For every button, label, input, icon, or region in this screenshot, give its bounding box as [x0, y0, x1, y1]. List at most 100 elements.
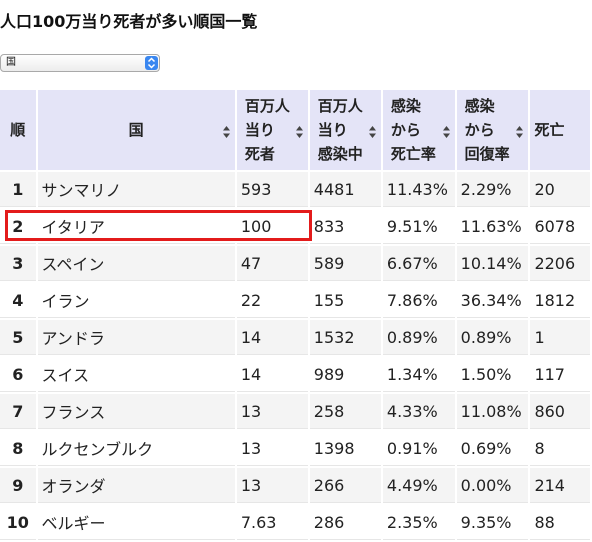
country-cell: アンドラ [37, 320, 235, 355]
sort-arrows-icon[interactable] [222, 126, 230, 138]
deaths-per-million-cell: 13 [236, 431, 308, 466]
recovery-rate-cell: 11.08% [456, 394, 529, 429]
deaths-cell: 1812 [530, 283, 590, 318]
country-cell: イラン [37, 283, 235, 318]
column-header-deaths-per-million[interactable]: 百万人 当り 死者 [236, 90, 308, 170]
header-line: 回復率 [464, 145, 510, 163]
column-header-death-rate[interactable]: 感染 から 死亡率 [382, 90, 455, 170]
header-line: 順 [10, 121, 26, 139]
country-cell: スペイン [37, 246, 235, 281]
rank-cell: 1 [0, 172, 36, 207]
active-per-million-cell: 286 [309, 505, 381, 540]
death-rate-cell: 1.34% [382, 357, 455, 392]
deaths-per-million-cell: 13 [236, 468, 308, 503]
deaths-cell: 8 [530, 431, 590, 466]
active-per-million-cell: 1398 [309, 431, 381, 466]
header-line: 死亡率 [390, 145, 436, 163]
table-row: 4 イラン 22 155 7.86% 36.34% 1812 [0, 283, 590, 318]
death-rate-cell: 4.49% [382, 468, 455, 503]
country-cell: ルクセンブルク [37, 431, 235, 466]
column-header-deaths: 死亡 [530, 90, 590, 170]
deaths-cell: 2206 [530, 246, 590, 281]
header-line: 国 [128, 121, 144, 139]
active-per-million-cell: 989 [309, 357, 381, 392]
header-line: 百万人 [317, 97, 363, 115]
rank-cell: 6 [0, 357, 36, 392]
sort-select[interactable]: 国 [0, 54, 160, 72]
country-cell: イタリア [37, 209, 235, 244]
active-per-million-cell: 589 [309, 246, 381, 281]
deaths-per-million-cell: 593 [236, 172, 308, 207]
recovery-rate-cell: 1.50% [456, 357, 529, 392]
column-header-label: 死亡 [534, 118, 564, 142]
column-header-label: 国 [38, 118, 235, 142]
table-row: 8 ルクセンブルク 13 1398 0.91% 0.69% 8 [0, 431, 590, 466]
active-per-million-cell: 1532 [309, 320, 381, 355]
sort-arrows-icon[interactable] [368, 126, 376, 138]
header-line: 死者 [244, 145, 275, 163]
country-cell: サンマリノ [37, 172, 235, 207]
deaths-cell: 6078 [530, 209, 590, 244]
recovery-rate-cell: 11.63% [456, 209, 529, 244]
column-header-label: 感染 から 死亡率 [391, 94, 436, 166]
table-row: 2 イタリア 100 833 9.51% 11.63% 6078 [0, 209, 590, 244]
column-header-active-per-million[interactable]: 百万人 当り 感染中 [309, 90, 381, 170]
recovery-rate-cell: 0.00% [456, 468, 529, 503]
active-per-million-cell: 155 [309, 283, 381, 318]
rank-cell: 9 [0, 468, 36, 503]
table-row: 7 フランス 13 258 4.33% 11.08% 860 [0, 394, 590, 429]
header-line: 当り [317, 121, 348, 139]
recovery-rate-cell: 36.34% [456, 283, 529, 318]
deaths-cell: 88 [530, 505, 590, 540]
sort-arrows-icon[interactable] [295, 126, 303, 138]
table-row: 3 スペイン 47 589 6.67% 10.14% 2206 [0, 246, 590, 281]
column-header-country[interactable]: 国 [37, 90, 235, 170]
header-line: から [390, 121, 421, 139]
country-cell: スイス [37, 357, 235, 392]
header-line: 感染 [464, 97, 495, 115]
rank-cell: 3 [0, 246, 36, 281]
sort-arrows-icon[interactable] [442, 126, 450, 138]
column-header-rank: 順 [0, 90, 36, 170]
death-rate-cell: 6.67% [382, 246, 455, 281]
sort-select-value: 国 [6, 57, 16, 68]
header-line: 死亡 [534, 121, 565, 139]
page-title: 人口100万当り死者が多い順国一覧 [0, 12, 258, 31]
country-cell: ベルギー [37, 505, 235, 540]
ranking-table: 順国百万人 当り 死者 百万人 当り 感染中 感染 から 死亡率 感染 から 回復率 死亡 1 サンマリノ… [0, 88, 592, 542]
deaths-cell: 117 [530, 357, 590, 392]
recovery-rate-cell: 0.89% [456, 320, 529, 355]
chevron-updown-icon [145, 56, 158, 70]
death-rate-cell: 0.91% [382, 431, 455, 466]
active-per-million-cell: 4481 [309, 172, 381, 207]
death-rate-cell: 2.35% [382, 505, 455, 540]
header-line: 当り [244, 121, 275, 139]
deaths-cell: 1 [530, 320, 590, 355]
death-rate-cell: 0.89% [382, 320, 455, 355]
death-rate-cell: 7.86% [382, 283, 455, 318]
table-row: 5 アンドラ 14 1532 0.89% 0.89% 1 [0, 320, 590, 355]
recovery-rate-cell: 0.69% [456, 431, 529, 466]
death-rate-cell: 4.33% [382, 394, 455, 429]
rank-cell: 2 [0, 209, 36, 244]
column-header-label: 順 [0, 118, 36, 142]
header-line: から [464, 121, 495, 139]
rank-cell: 5 [0, 320, 36, 355]
death-rate-cell: 9.51% [382, 209, 455, 244]
column-header-recovery-rate[interactable]: 感染 から 回復率 [456, 90, 529, 170]
recovery-rate-cell: 10.14% [456, 246, 529, 281]
rank-cell: 7 [0, 394, 36, 429]
column-header-label: 百万人 当り 死者 [245, 94, 290, 166]
recovery-rate-cell: 9.35% [456, 505, 529, 540]
deaths-per-million-cell: 22 [236, 283, 308, 318]
deaths-cell: 860 [530, 394, 590, 429]
header-line: 感染 [390, 97, 421, 115]
death-rate-cell: 11.43% [382, 172, 455, 207]
active-per-million-cell: 258 [309, 394, 381, 429]
active-per-million-cell: 266 [309, 468, 381, 503]
sort-arrows-icon[interactable] [516, 126, 524, 138]
rank-cell: 10 [0, 505, 36, 540]
deaths-per-million-cell: 100 [236, 209, 308, 244]
deaths-per-million-cell: 7.63 [236, 505, 308, 540]
column-header-label: 感染 から 回復率 [465, 94, 510, 166]
